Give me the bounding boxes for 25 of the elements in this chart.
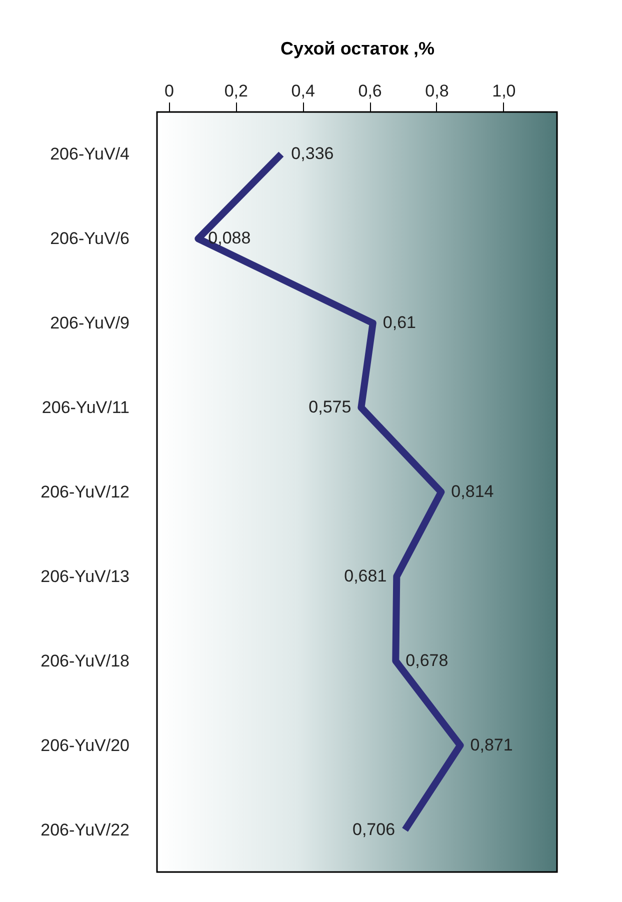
- x-tick-label: 0,8: [425, 82, 449, 100]
- y-tick-label: 206-YuV/22: [40, 820, 130, 840]
- y-tick-label: 206-YuV/11: [42, 398, 130, 418]
- y-tick-label: 206-YuV/18: [40, 651, 130, 670]
- data-label: 0,088: [208, 228, 251, 248]
- y-tick-label: 206-YuV/4: [50, 144, 130, 164]
- x-tick-label: 1,0: [492, 82, 516, 100]
- x-tick-label: 0,6: [358, 82, 382, 100]
- y-tick-label: 206-YuV/13: [40, 566, 130, 586]
- data-label: 0,575: [308, 398, 352, 417]
- x-axis-title: Сухой остаток ,%: [280, 38, 435, 58]
- data-label: 0,706: [352, 820, 396, 839]
- data-label: 0,681: [344, 566, 387, 586]
- y-tick-label: 206-YuV/9: [50, 314, 130, 333]
- data-label: 0,871: [470, 735, 513, 754]
- x-tick-label: 0: [164, 82, 174, 100]
- y-tick-label: 206-YuV/6: [50, 229, 130, 248]
- data-label: 0,336: [291, 144, 334, 164]
- data-label: 0,61: [382, 313, 416, 332]
- data-label: 0,678: [406, 650, 448, 670]
- y-tick-label: 206-YuV/12: [40, 482, 130, 502]
- y-tick-label: 206-YuV/20: [40, 736, 130, 755]
- x-tick-label: 0,4: [291, 82, 315, 100]
- x-tick-label: 0,2: [224, 82, 248, 100]
- data-label: 0,814: [451, 482, 494, 501]
